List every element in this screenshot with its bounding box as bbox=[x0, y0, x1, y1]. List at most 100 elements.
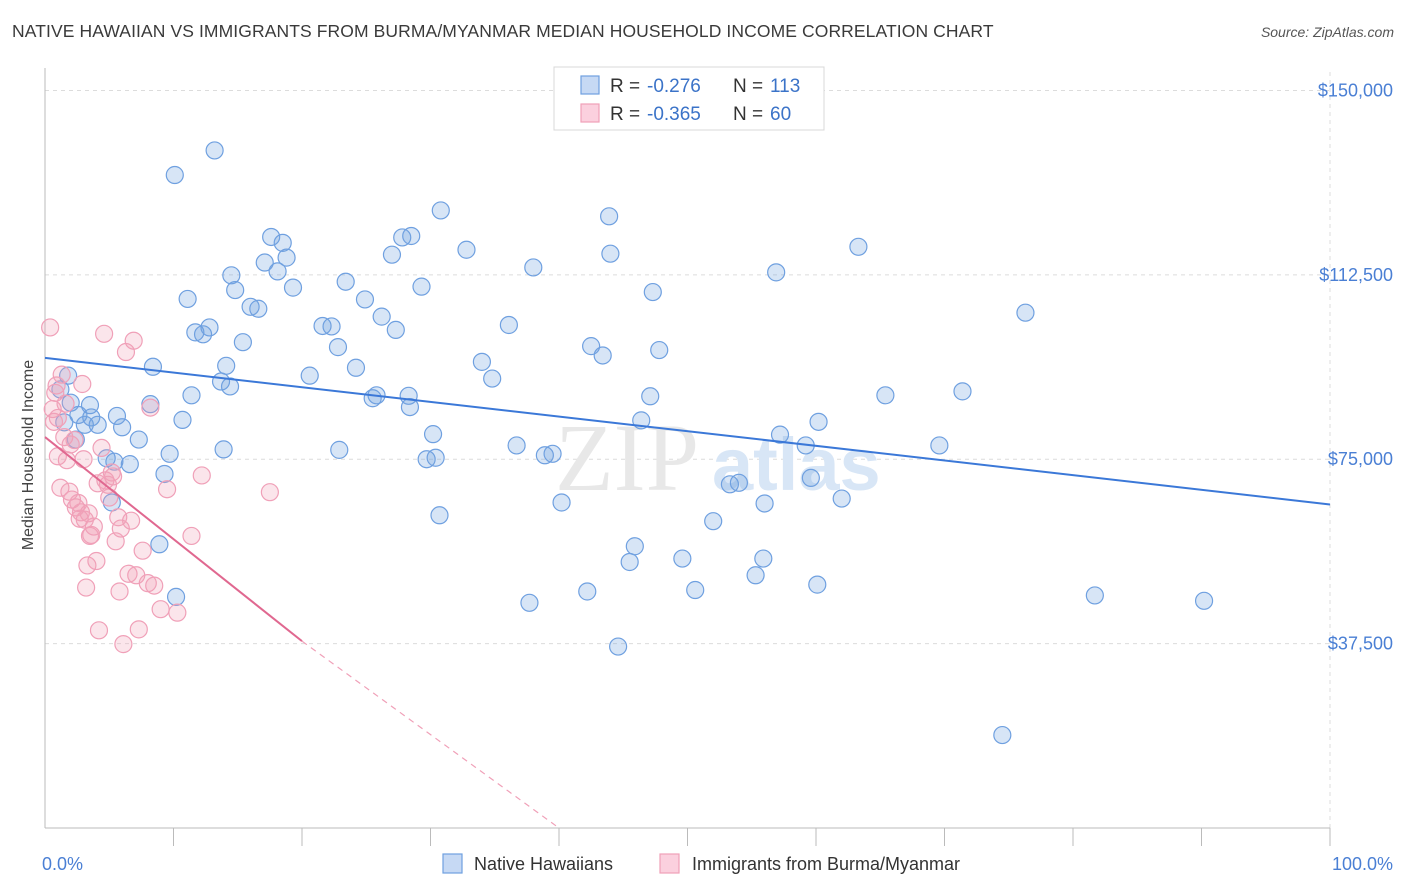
point-native-hawaiian-77 bbox=[600, 207, 619, 226]
point-native-hawaiian-16 bbox=[129, 430, 148, 449]
point-native-hawaiian-23 bbox=[173, 410, 192, 429]
legend-n-value-1: 113 bbox=[770, 76, 800, 97]
point-native-hawaiian-84 bbox=[643, 282, 662, 302]
bottom-legend-swatch-pink bbox=[659, 853, 680, 874]
point-native-hawaiian-106 bbox=[1194, 591, 1214, 610]
y-axis-label: Median Household Income bbox=[20, 360, 37, 550]
point-native-hawaiian-36 bbox=[249, 299, 268, 318]
point-native-hawaiian-32 bbox=[222, 266, 241, 285]
point-native-hawaiian-108 bbox=[205, 141, 224, 160]
point-burma-47 bbox=[157, 480, 177, 499]
point-burma-46 bbox=[151, 600, 170, 619]
point-burma-26 bbox=[95, 324, 114, 343]
x-tick-labels: 0.0% 100.0% bbox=[42, 854, 1393, 874]
point-native-hawaiian-2 bbox=[59, 366, 78, 385]
point-native-hawaiian-37 bbox=[255, 253, 274, 272]
point-burma-23 bbox=[87, 551, 106, 571]
point-burma-42 bbox=[133, 541, 152, 560]
point-native-hawaiian-72 bbox=[543, 444, 562, 463]
point-native-hawaiian-18 bbox=[143, 357, 163, 376]
point-native-hawaiian-14 bbox=[112, 418, 132, 437]
point-burma-45 bbox=[145, 576, 164, 595]
point-burma-49 bbox=[182, 526, 201, 546]
point-native-hawaiian-54 bbox=[386, 320, 405, 340]
point-native-hawaiian-61 bbox=[423, 425, 443, 444]
axes bbox=[44, 68, 1331, 846]
point-native-hawaiian-111 bbox=[993, 725, 1012, 745]
point-native-hawaiian-101 bbox=[876, 386, 895, 405]
point-native-hawaiian-62 bbox=[426, 448, 445, 467]
point-native-hawaiian-64 bbox=[457, 240, 476, 259]
point-native-hawaiian-9 bbox=[88, 415, 107, 434]
point-native-hawaiian-89 bbox=[720, 475, 740, 494]
trend-lines bbox=[44, 356, 1331, 829]
point-native-hawaiian-103 bbox=[953, 382, 972, 401]
point-native-hawaiian-110 bbox=[431, 201, 450, 220]
bottom-legend-label-2: Immigrants from Burma/Myanmar bbox=[692, 854, 960, 874]
point-burma-38 bbox=[121, 511, 141, 530]
bottom-legend-label-1: Native Hawaiians bbox=[474, 854, 613, 874]
point-native-hawaiian-80 bbox=[620, 552, 639, 572]
point-native-hawaiian-65 bbox=[472, 352, 491, 371]
point-burma-55 bbox=[88, 474, 107, 493]
point-native-hawaiian-59 bbox=[412, 277, 431, 296]
point-native-hawaiian-70 bbox=[524, 258, 543, 277]
legend-r-value-2: -0.365 bbox=[647, 104, 701, 125]
x-tick-label-0: 0.0% bbox=[42, 854, 83, 874]
point-native-hawaiian-39 bbox=[268, 262, 287, 281]
point-native-hawaiian-105 bbox=[1085, 586, 1104, 605]
point-burma-53 bbox=[61, 435, 80, 454]
point-burma-20 bbox=[80, 526, 100, 546]
y-tick-labels: $37,500 $75,000 $112,500 $150,000 bbox=[1318, 80, 1393, 653]
watermark-atlas: atlas bbox=[712, 423, 881, 506]
point-burma-19 bbox=[78, 556, 97, 575]
point-native-hawaiian-81 bbox=[625, 537, 644, 556]
y-tick-label-2: $112,500 bbox=[1319, 265, 1393, 285]
point-native-hawaiian-91 bbox=[746, 566, 765, 585]
point-native-hawaiian-104 bbox=[1016, 303, 1035, 322]
point-burma-15 bbox=[73, 374, 92, 394]
legend-swatch-blue bbox=[580, 75, 600, 95]
point-burma-39 bbox=[124, 331, 143, 350]
point-burma-59 bbox=[46, 383, 65, 402]
watermark: ZIP atlas bbox=[555, 404, 881, 511]
point-native-hawaiian-79 bbox=[609, 637, 628, 656]
point-native-hawaiian-34 bbox=[233, 333, 252, 352]
point-native-hawaiian-83 bbox=[641, 387, 660, 406]
chart-source: Source: ZipAtlas.com bbox=[1260, 24, 1394, 40]
point-native-hawaiian-87 bbox=[686, 580, 705, 600]
point-burma-16 bbox=[74, 450, 93, 469]
point-burma-54 bbox=[79, 504, 98, 523]
point-native-hawaiian-8 bbox=[82, 408, 101, 427]
point-native-hawaiian-76 bbox=[593, 346, 612, 365]
point-burma-18 bbox=[77, 578, 96, 597]
legend-r-label-1: R = bbox=[610, 76, 640, 97]
point-native-hawaiian-41 bbox=[277, 248, 296, 267]
point-native-hawaiian-109 bbox=[165, 165, 184, 185]
point-native-hawaiian-99 bbox=[832, 489, 851, 508]
point-native-hawaiian-31 bbox=[220, 377, 240, 396]
point-native-hawaiian-20 bbox=[155, 464, 174, 484]
y-tick-label-1: $75,000 bbox=[1328, 449, 1393, 469]
point-native-hawaiian-38 bbox=[262, 227, 281, 247]
point-native-hawaiian-112 bbox=[214, 440, 233, 459]
point-native-hawaiian-47 bbox=[330, 440, 349, 459]
point-burma-3 bbox=[47, 376, 66, 395]
legend-r-label-2: R = bbox=[610, 104, 640, 125]
point-burma-6 bbox=[52, 365, 71, 384]
point-native-hawaiian-21 bbox=[160, 444, 179, 463]
point-native-hawaiian-57 bbox=[382, 245, 402, 264]
point-native-hawaiian-74 bbox=[578, 582, 597, 601]
point-native-hawaiian-60 bbox=[417, 450, 436, 469]
point-native-hawaiian-25 bbox=[182, 386, 201, 405]
point-burma-44 bbox=[141, 398, 160, 417]
point-native-hawaiian-22 bbox=[166, 587, 186, 606]
point-burma-58 bbox=[70, 509, 89, 528]
point-burma-41 bbox=[129, 620, 148, 639]
point-native-hawaiian-86 bbox=[673, 549, 692, 568]
point-native-hawaiian-45 bbox=[322, 317, 341, 336]
point-native-hawaiian-50 bbox=[355, 290, 375, 309]
point-native-hawaiian-113 bbox=[755, 494, 774, 513]
point-native-hawaiian-94 bbox=[770, 425, 790, 444]
point-native-hawaiian-107 bbox=[402, 226, 421, 246]
